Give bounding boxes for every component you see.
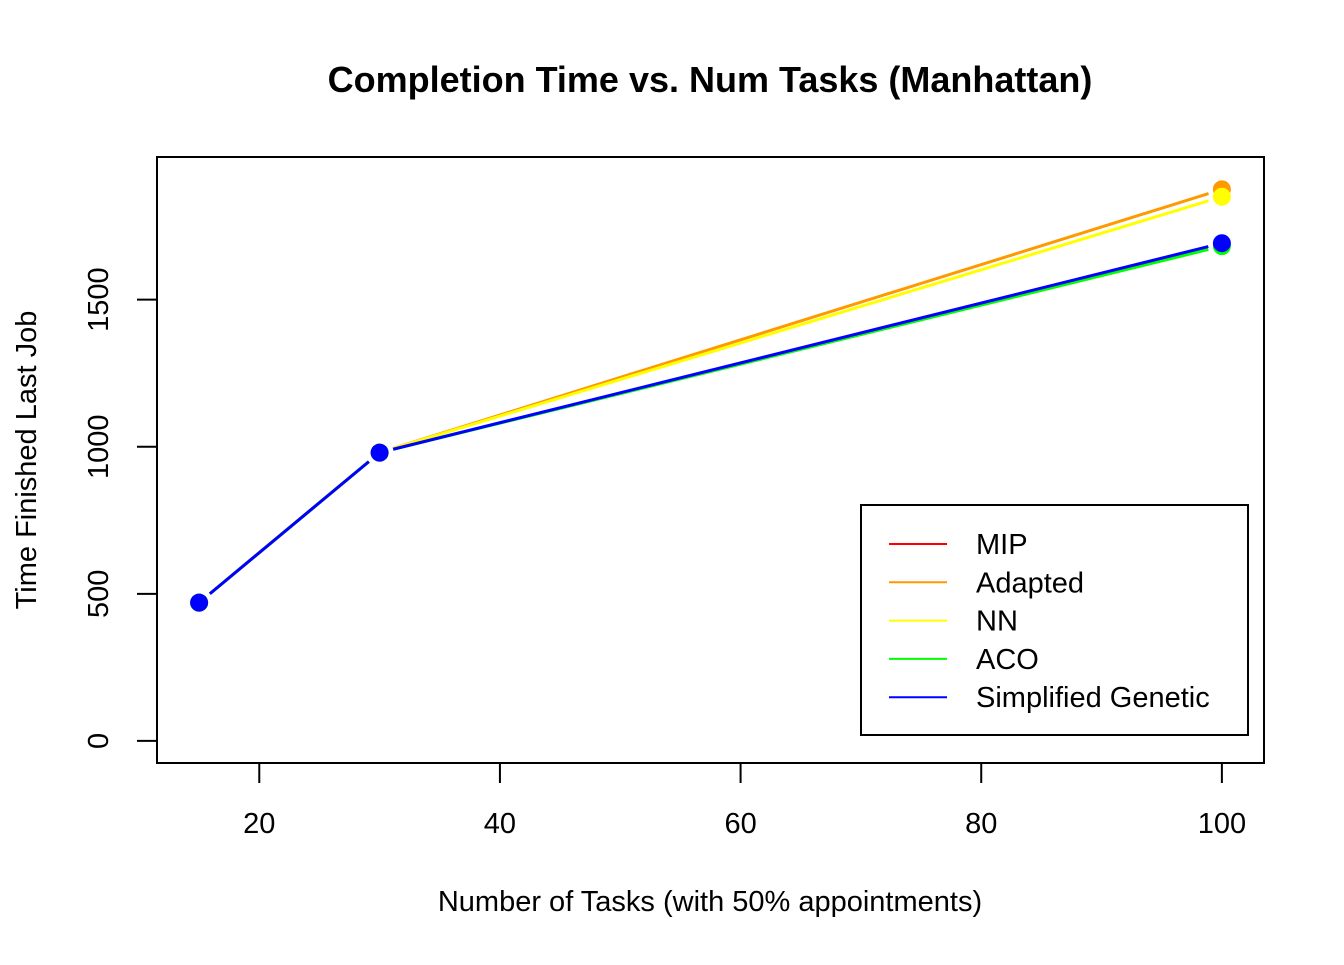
data-point [370,443,389,462]
data-point [1212,234,1231,253]
y-axis-label: Time Finished Last Job [11,311,43,610]
series-line-segment [392,199,1209,451]
legend-label: NN [976,606,1018,638]
chart-title: Completion Time vs. Num Tasks (Manhattan… [328,59,1093,100]
legend-label: ACO [976,644,1039,676]
series-layer [190,180,1231,612]
x-axis-label: Number of Tasks (with 50% appointments) [438,886,982,918]
x-tick-label: 100 [1198,808,1246,840]
x-tick-label: 40 [484,808,516,840]
series-line-segment [392,245,1209,451]
series-line-segment [208,460,370,595]
legend-label: Simplified Genetic [976,682,1210,714]
plot-frame [156,156,1265,764]
data-point [1212,187,1231,206]
y-tick-label: 1500 [83,267,115,332]
x-tick-label: 80 [965,808,997,840]
legend-label: Adapted [976,567,1084,599]
x-tick-label: 20 [243,808,275,840]
y-tick-label: 500 [83,570,115,618]
legend: MIP Adapted NN ACO Simplified Genetic [860,504,1249,736]
data-point [190,593,209,612]
y-tick-label: 0 [83,733,115,749]
legend-label: MIP [976,529,1028,561]
x-axis: 20 40 60 80 100 [243,763,1246,840]
x-tick-label: 60 [724,808,756,840]
y-axis: 0 500 1000 1500 [83,267,157,749]
y-tick-label: 1000 [83,415,115,480]
series-simplified-genetic [190,234,1231,612]
